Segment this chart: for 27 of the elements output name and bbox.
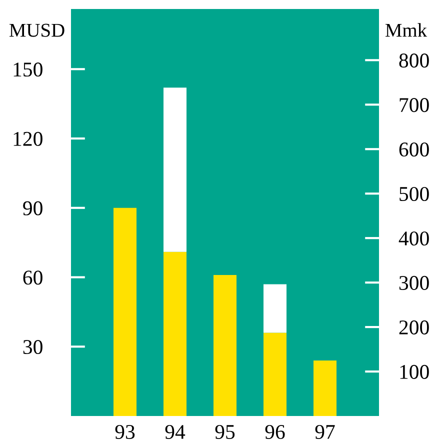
x-tick-label: 94 (165, 424, 186, 439)
x-tick-label: 97 (315, 424, 335, 439)
x-tick-label: 93 (115, 424, 135, 439)
bar (264, 332, 286, 416)
y2-tick-label: 800 (399, 54, 429, 68)
y2-tick-label: 700 (400, 98, 429, 112)
bar (314, 360, 336, 416)
bar (164, 88, 186, 252)
y2-tick-label: 100 (400, 364, 429, 379)
bar (214, 274, 236, 416)
y2-tick-label: 300 (399, 276, 429, 290)
y-axis-title: MUSD (9, 24, 64, 37)
y2-axis-title: Mmk (385, 23, 428, 37)
y-tick-label: 120 (14, 132, 42, 146)
bar (264, 284, 286, 333)
x-tick-label: 95 (215, 424, 235, 439)
x-tick-label: 96 (265, 424, 285, 439)
y2-tick-label: 400 (398, 231, 429, 246)
y2-tick-label: 200 (399, 320, 429, 334)
y-tick-label: 60 (23, 270, 42, 285)
y-tick-label: 150 (14, 62, 42, 77)
y2-tick-label: 500 (400, 186, 429, 202)
y-tick-label: 30 (23, 340, 42, 354)
y2-tick-label: 600 (399, 142, 429, 157)
bar (114, 208, 136, 416)
bar (164, 252, 186, 416)
y-tick-label: 90 (23, 201, 42, 216)
